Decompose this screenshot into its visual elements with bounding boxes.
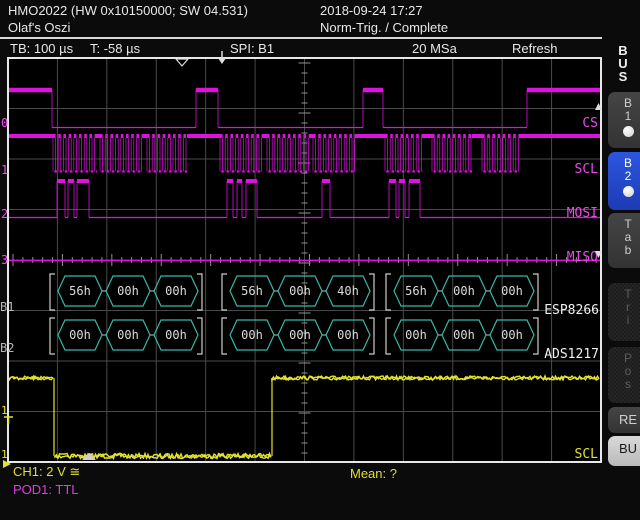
softkey-label: BU <box>618 441 638 456</box>
timebase-reference-marker <box>174 58 190 67</box>
trigger-time-marker <box>218 58 226 64</box>
ch1-trigger-level-marker: 1 <box>1 404 8 417</box>
ch1-position-arrow <box>3 460 11 468</box>
signal-label-miso: MISO <box>567 250 598 265</box>
menu-title: B U S <box>618 43 628 84</box>
timebase-readout: TB: 100 µs <box>10 41 74 56</box>
decode-byte-value: 40h <box>337 284 359 298</box>
softkey-sidebar: B U S B 1 B 2 T a b T r i P o s RE BU <box>602 0 640 520</box>
decode-byte-value: 56h <box>69 284 91 298</box>
ch1-position-marker: 1 <box>1 448 8 461</box>
bus-row-label-b2: B2 <box>0 341 14 355</box>
decode-byte-value: 00h <box>241 328 263 342</box>
datetime: 2018-09-24 17:27 <box>320 3 423 18</box>
decode-byte-value: 00h <box>165 328 187 342</box>
softkey-label: B 1 <box>623 96 632 123</box>
decode-frame-hex <box>325 319 371 351</box>
marker-down-right-edge <box>595 251 602 258</box>
softkey-bu[interactable]: BU <box>608 436 640 466</box>
decode-frame-hex <box>153 275 199 307</box>
decode-byte-value: 00h <box>117 328 139 342</box>
softkey-tab[interactable]: T a b <box>608 213 640 268</box>
analog-signal-label-scl: SCL <box>575 447 599 462</box>
decode-byte-value: 00h <box>453 328 475 342</box>
softkey-b2[interactable]: B 2 <box>608 152 640 210</box>
decode-byte-value: 00h <box>117 284 139 298</box>
digital-channel-label-1: 1 <box>1 163 8 177</box>
ch1-readout: CH1: 2 V ≅ <box>13 464 81 479</box>
softkey-tri[interactable]: T r i <box>608 283 640 341</box>
acquisition-mode-readout: Refresh <box>512 41 558 56</box>
mean-measurement: Mean: ? <box>350 466 397 481</box>
decode-byte-value: 00h <box>453 284 475 298</box>
softkey-label: P o s <box>623 351 632 391</box>
softkey-indicator-dot <box>622 126 634 137</box>
pod1-readout: POD1: TTL <box>13 482 79 497</box>
trigger-status: Norm-Trig. / Complete <box>320 20 449 35</box>
digital-channel-label-2: 2 <box>1 207 8 221</box>
bus-mode-readout: SPI: B1 <box>230 41 275 56</box>
marker-up-right-edge <box>595 103 602 110</box>
bus-row-label-b1: B1 <box>0 300 14 314</box>
decode-byte-value: 00h <box>289 328 311 342</box>
signal-label-scl: SCL <box>575 162 599 177</box>
softkey-label: T a b <box>624 217 632 257</box>
device-model: HMO2022 (HW 0x10150000; SW 04.531) <box>8 3 248 18</box>
decode-byte-value: 00h <box>165 284 187 298</box>
decode-bus-name-ads1217: ADS1217 <box>544 347 599 362</box>
decode-frame-hex <box>489 275 535 307</box>
decode-byte-value: 00h <box>405 328 427 342</box>
decode-byte-value: 00h <box>501 284 523 298</box>
decode-byte-value: 56h <box>405 284 427 298</box>
softkey-indicator-dot <box>622 186 634 197</box>
decode-byte-value: 00h <box>501 328 523 342</box>
decode-bus-name-esp8266: ESP8266 <box>544 303 599 318</box>
softkey-label: T r i <box>624 287 632 327</box>
decode-byte-value: 00h <box>337 328 359 342</box>
signal-label-cs: CS <box>582 116 598 131</box>
device-name: Olaf's Oszi <box>8 20 71 35</box>
digital-channel-label-0: 0 <box>1 116 8 130</box>
decode-byte-value: 56h <box>241 284 263 298</box>
softkey-re[interactable]: RE <box>608 407 640 433</box>
softkey-pos[interactable]: P o s <box>608 347 640 403</box>
sample-rate-readout: 20 MSa <box>412 41 457 56</box>
softkey-label: RE <box>618 412 638 427</box>
softkey-b1[interactable]: B 1 <box>608 92 640 148</box>
trigger-offset-readout: T: -58 µs <box>90 41 141 56</box>
digital-channel-label-3: 3 <box>1 253 8 267</box>
decode-frame-hex <box>489 319 535 351</box>
header-separator <box>0 37 610 39</box>
signal-label-mosi: MOSI <box>567 206 598 221</box>
trigger-point-marker <box>82 453 96 460</box>
decode-frame-hex <box>325 275 371 307</box>
plot-border <box>7 57 602 463</box>
decode-frame-hex <box>153 319 199 351</box>
softkey-label: B 2 <box>623 156 632 183</box>
decode-byte-value: 00h <box>69 328 91 342</box>
decode-byte-value: 00h <box>289 284 311 298</box>
